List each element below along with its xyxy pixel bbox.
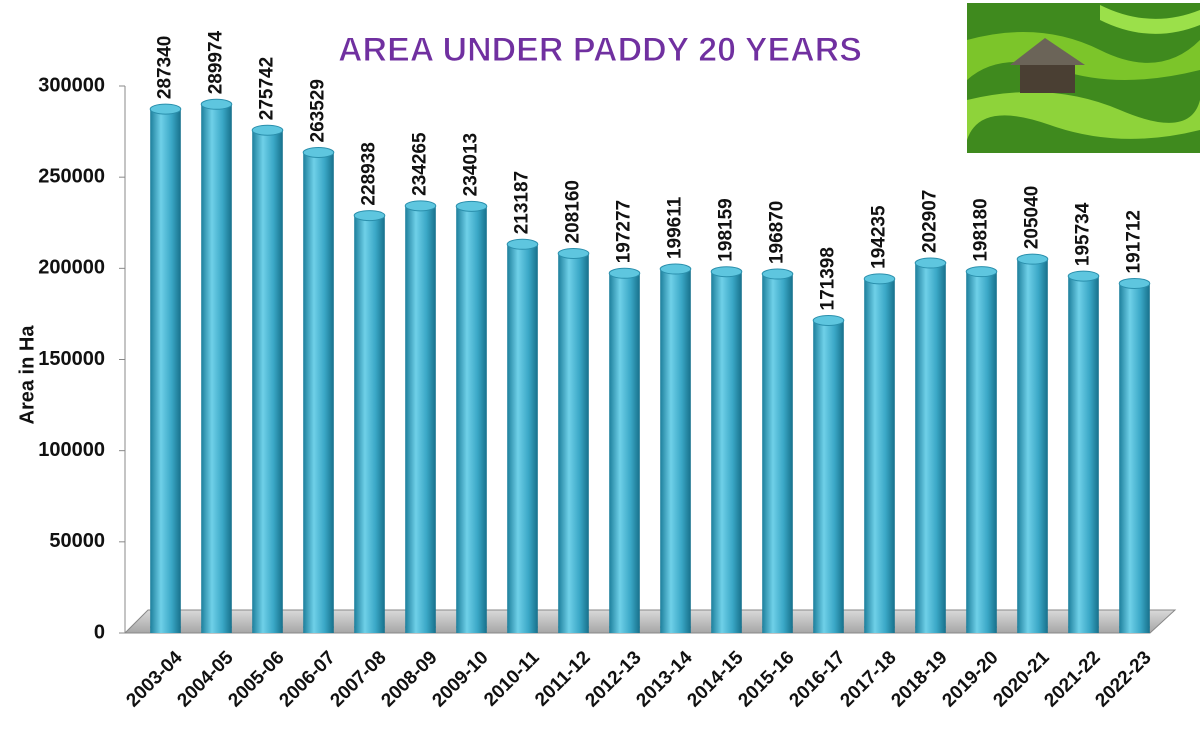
value-label: 213187: [512, 171, 533, 234]
bar: [303, 152, 334, 633]
bar: [456, 206, 487, 633]
bar-top: [150, 104, 181, 114]
bar: [1017, 259, 1048, 633]
bar-top: [762, 269, 793, 279]
value-label: 289974: [206, 30, 227, 94]
y-tick-label: 50000: [49, 530, 105, 552]
bar-top: [660, 264, 691, 274]
bar-top: [1017, 254, 1048, 264]
photo-hut: [1020, 65, 1075, 93]
value-label: 287340: [155, 36, 176, 99]
x-tick-label: 2012-13: [581, 647, 645, 711]
x-tick-label: 2018-19: [887, 647, 951, 711]
value-label: 202907: [920, 190, 941, 253]
bar: [201, 104, 232, 633]
value-label: 196870: [767, 201, 788, 264]
value-label: 208160: [563, 180, 584, 243]
x-tick-label: 2019-20: [938, 647, 1002, 711]
bar: [507, 244, 538, 633]
bar-top: [558, 248, 589, 258]
bar-top: [813, 315, 844, 325]
bar: [660, 269, 691, 633]
value-label: 197277: [614, 200, 635, 263]
x-tick-label: 2007-08: [326, 647, 390, 711]
x-tick-label: 2022-23: [1091, 647, 1155, 711]
bar-top: [201, 99, 232, 109]
bar: [966, 272, 997, 633]
x-tick-label: 2005-06: [224, 647, 288, 711]
y-tick-label: 150000: [38, 348, 105, 370]
value-label: 228938: [359, 142, 380, 205]
x-tick-label: 2006-07: [275, 647, 339, 711]
bar-top: [1119, 278, 1150, 288]
value-label: 275742: [257, 57, 278, 120]
bar-top: [966, 267, 997, 277]
value-label: 198180: [971, 198, 992, 261]
bar: [711, 272, 742, 633]
bar-top: [1068, 271, 1099, 281]
y-tick-label: 200000: [38, 257, 105, 279]
x-tick-label: 2008-09: [377, 647, 441, 711]
bar-top: [507, 239, 538, 249]
chart-title: AREA UNDER PADDY 20 YEARS: [338, 31, 862, 69]
chart: AREA UNDER PADDY 20 YEARS Area in Ha 0 50…: [0, 0, 1200, 735]
bar-top: [609, 268, 640, 278]
bar: [150, 109, 181, 633]
bar-top: [864, 274, 895, 284]
x-tick-label: 2009-10: [428, 647, 492, 711]
value-label: 234013: [461, 133, 482, 196]
bar-top: [303, 147, 334, 157]
bar: [405, 206, 436, 633]
x-tick-label: 2021-22: [1040, 647, 1104, 711]
y-tick-label: 100000: [38, 439, 105, 461]
bar: [813, 320, 844, 633]
value-label: 205040: [1022, 186, 1043, 249]
value-label: 171398: [818, 247, 839, 310]
bar-top: [711, 267, 742, 277]
value-label: 199611: [665, 196, 686, 259]
y-tick-label: 0: [94, 621, 105, 643]
bar: [354, 216, 385, 633]
bar-top: [405, 201, 436, 211]
bar: [1119, 283, 1150, 633]
bar: [252, 130, 283, 633]
x-tick-label: 2017-18: [836, 647, 900, 711]
value-label: 195734: [1073, 202, 1094, 266]
bar-top: [456, 201, 487, 211]
bar-top: [252, 125, 283, 135]
bar: [1068, 276, 1099, 633]
y-tick-label: 300000: [38, 74, 105, 96]
bar: [915, 263, 946, 633]
value-label: 194235: [869, 205, 890, 269]
x-tick-label: 2016-17: [785, 647, 849, 711]
bar-top: [354, 211, 385, 221]
bar-top: [915, 258, 946, 268]
y-axis-label: Area in Ha: [16, 325, 38, 425]
y-tick-label: 250000: [38, 165, 105, 187]
bar: [762, 274, 793, 633]
bar: [864, 279, 895, 633]
bar: [558, 253, 589, 633]
value-label: 191712: [1124, 210, 1145, 273]
value-label: 234265: [410, 132, 431, 196]
bar: [609, 273, 640, 633]
value-label: 263529: [308, 79, 329, 142]
photo: [967, 3, 1200, 153]
value-label: 198159: [716, 198, 737, 261]
x-tick-label: 2015-16: [734, 647, 798, 711]
x-tick-label: 2010-11: [480, 647, 544, 711]
